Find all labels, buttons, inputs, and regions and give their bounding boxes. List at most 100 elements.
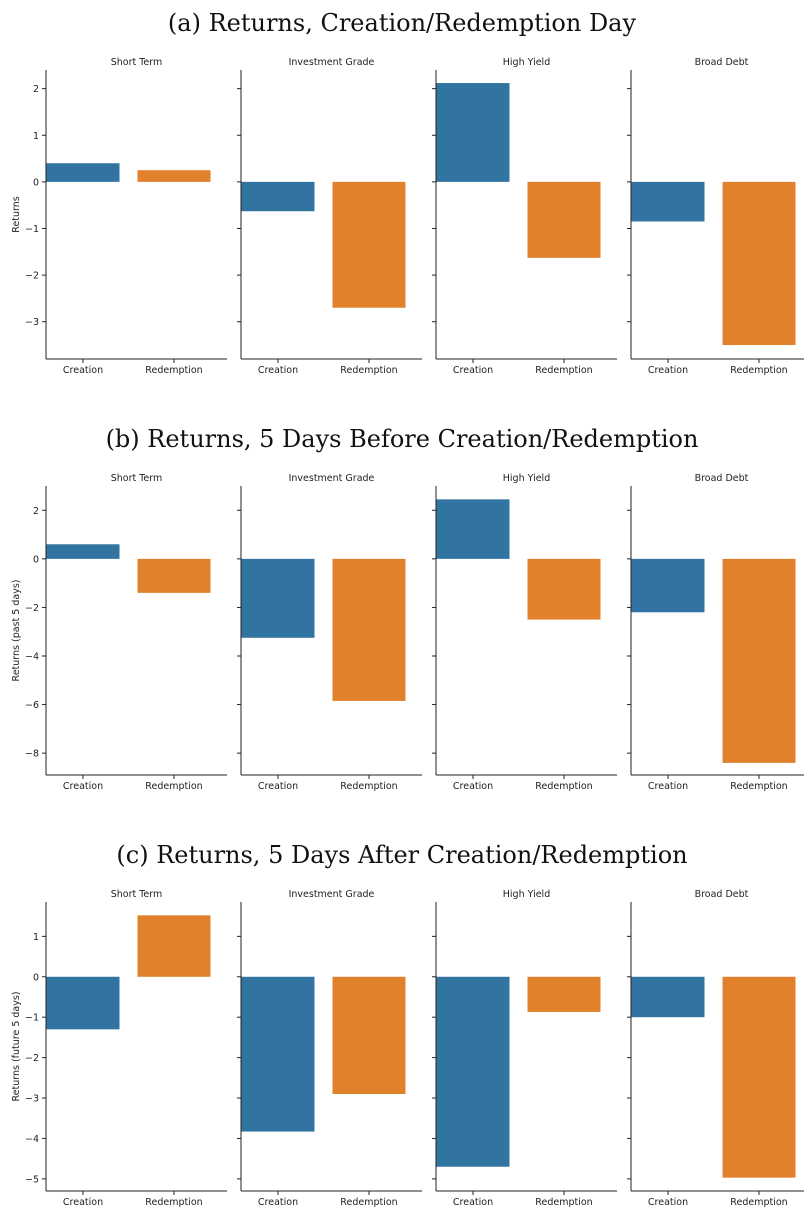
x-tick-label: Redemption	[535, 365, 592, 376]
panel-short-term: Short Term 2 1 0 −1 −2 −3 Creation Redemption	[25, 57, 227, 376]
bar-creation	[241, 976, 315, 1132]
x-tick-label: Redemption	[145, 1197, 202, 1207]
x-tick-label: Redemption	[340, 781, 397, 792]
panel-investment-grade: Investment Grade Creation Redemption	[237, 889, 422, 1207]
bar-redemption	[332, 558, 406, 701]
x-tick-label: Redemption	[535, 781, 592, 792]
chart-row-3: (c) Returns, 5 Days After Creation/Redem…	[11, 841, 804, 1207]
bar-redemption	[722, 976, 796, 1178]
x-tick-label: Creation	[258, 781, 298, 792]
x-tick-label: Redemption	[340, 365, 397, 376]
y-tick-label: −2	[25, 603, 39, 614]
x-tick-label: Creation	[453, 1197, 493, 1207]
y-tick-label: −4	[25, 1134, 39, 1145]
x-tick-label: Creation	[63, 1197, 103, 1207]
bar-creation	[631, 976, 705, 1018]
x-tick-label: Redemption	[145, 781, 202, 792]
x-tick-label: Creation	[258, 365, 298, 376]
y-tick-label: 0	[33, 972, 39, 983]
bar-creation	[631, 558, 705, 613]
chart-row-2: (b) Returns, 5 Days Before Creation/Rede…	[11, 425, 804, 792]
x-tick-label: Creation	[648, 781, 688, 792]
x-tick-label: Creation	[63, 781, 103, 792]
panel-title: Short Term	[111, 57, 163, 68]
panel-title: Broad Debt	[695, 889, 749, 900]
x-tick-label: Redemption	[730, 1197, 787, 1207]
chart-title: (b) Returns, 5 Days Before Creation/Rede…	[106, 425, 699, 453]
y-axis-label: Returns (past 5 days)	[11, 580, 22, 682]
panel-broad-debt: Broad Debt Creation Redemption	[627, 889, 804, 1207]
panel-high-yield: High Yield Creation Redemption	[432, 473, 617, 792]
panel-title: Short Term	[111, 473, 163, 484]
bar-creation	[46, 976, 120, 1030]
panel-investment-grade: Investment Grade Creation Redemption	[237, 57, 422, 376]
x-tick-label: Redemption	[145, 365, 202, 376]
y-tick-label: −5	[25, 1174, 39, 1185]
x-tick-label: Creation	[453, 365, 493, 376]
panel-broad-debt: Broad Debt Creation Redemption	[627, 57, 804, 376]
panel-investment-grade: Investment Grade Creation Redemption	[237, 473, 422, 792]
chart-title: (a) Returns, Creation/Redemption Day	[168, 9, 637, 37]
y-tick-label: 2	[33, 506, 39, 517]
bar-redemption	[527, 181, 601, 258]
chart-title: (c) Returns, 5 Days After Creation/Redem…	[116, 841, 687, 869]
x-tick-label: Creation	[258, 1197, 298, 1207]
y-tick-label: 1	[33, 932, 39, 943]
bar-creation	[46, 544, 120, 559]
bar-creation	[436, 976, 510, 1167]
x-tick-label: Creation	[63, 365, 103, 376]
bar-creation	[241, 558, 315, 638]
panel-title: High Yield	[503, 473, 550, 484]
x-tick-label: Redemption	[730, 781, 787, 792]
y-tick-label: −1	[25, 1013, 39, 1024]
y-tick-label: 0	[33, 554, 39, 565]
y-axis-label: Returns	[11, 196, 22, 233]
y-axis-label: Returns (future 5 days)	[11, 991, 22, 1101]
panel-title: High Yield	[503, 889, 550, 900]
bar-creation	[436, 83, 510, 182]
panel-broad-debt: Broad Debt Creation Redemption	[627, 473, 804, 792]
y-tick-label: 2	[33, 84, 39, 95]
y-tick-label: 1	[33, 131, 39, 142]
bar-redemption	[137, 170, 211, 182]
bar-creation	[46, 163, 120, 182]
panel-short-term: Short Term 2 0 −2 −4 −6 −8 Creation Redemption	[25, 473, 227, 792]
panel-title: Investment Grade	[289, 57, 375, 68]
panel-title: Short Term	[111, 889, 163, 900]
y-tick-label: −2	[25, 1053, 39, 1064]
x-tick-label: Redemption	[340, 1197, 397, 1207]
y-tick-label: 0	[33, 177, 39, 188]
bar-redemption	[722, 558, 796, 763]
panel-title: Investment Grade	[289, 889, 375, 900]
y-tick-label: −3	[25, 317, 39, 328]
bar-redemption	[332, 181, 406, 308]
x-tick-label: Creation	[648, 1197, 688, 1207]
panel-title: Investment Grade	[289, 473, 375, 484]
y-tick-label: −3	[25, 1094, 39, 1105]
panel-high-yield: High Yield Creation Redemption	[432, 889, 617, 1207]
y-tick-label: −2	[25, 271, 39, 282]
bar-redemption	[332, 976, 406, 1094]
bar-creation	[631, 181, 705, 222]
x-tick-label: Redemption	[730, 365, 787, 376]
bar-redemption	[722, 181, 796, 346]
panel-title: Broad Debt	[695, 57, 749, 68]
bar-redemption	[527, 558, 601, 620]
chart-row-1: (a) Returns, Creation/Redemption Day Retu…	[11, 9, 804, 376]
bar-creation	[241, 181, 315, 212]
bar-creation	[436, 499, 510, 559]
panel-title: High Yield	[503, 57, 550, 68]
y-tick-label: −6	[25, 700, 39, 711]
x-tick-label: Redemption	[535, 1197, 592, 1207]
y-tick-label: −8	[25, 749, 39, 760]
panel-title: Broad Debt	[695, 473, 749, 484]
y-tick-label: −4	[25, 652, 39, 663]
panel-short-term: Short Term 1 0 −1 −2 −3 −4 −5 Creation Redemption	[25, 889, 227, 1207]
bar-redemption	[137, 558, 211, 593]
x-tick-label: Creation	[648, 365, 688, 376]
panel-high-yield: High Yield Creation Redemption	[432, 57, 617, 376]
bar-redemption	[527, 976, 601, 1012]
x-tick-label: Creation	[453, 781, 493, 792]
y-tick-label: −1	[25, 224, 39, 235]
